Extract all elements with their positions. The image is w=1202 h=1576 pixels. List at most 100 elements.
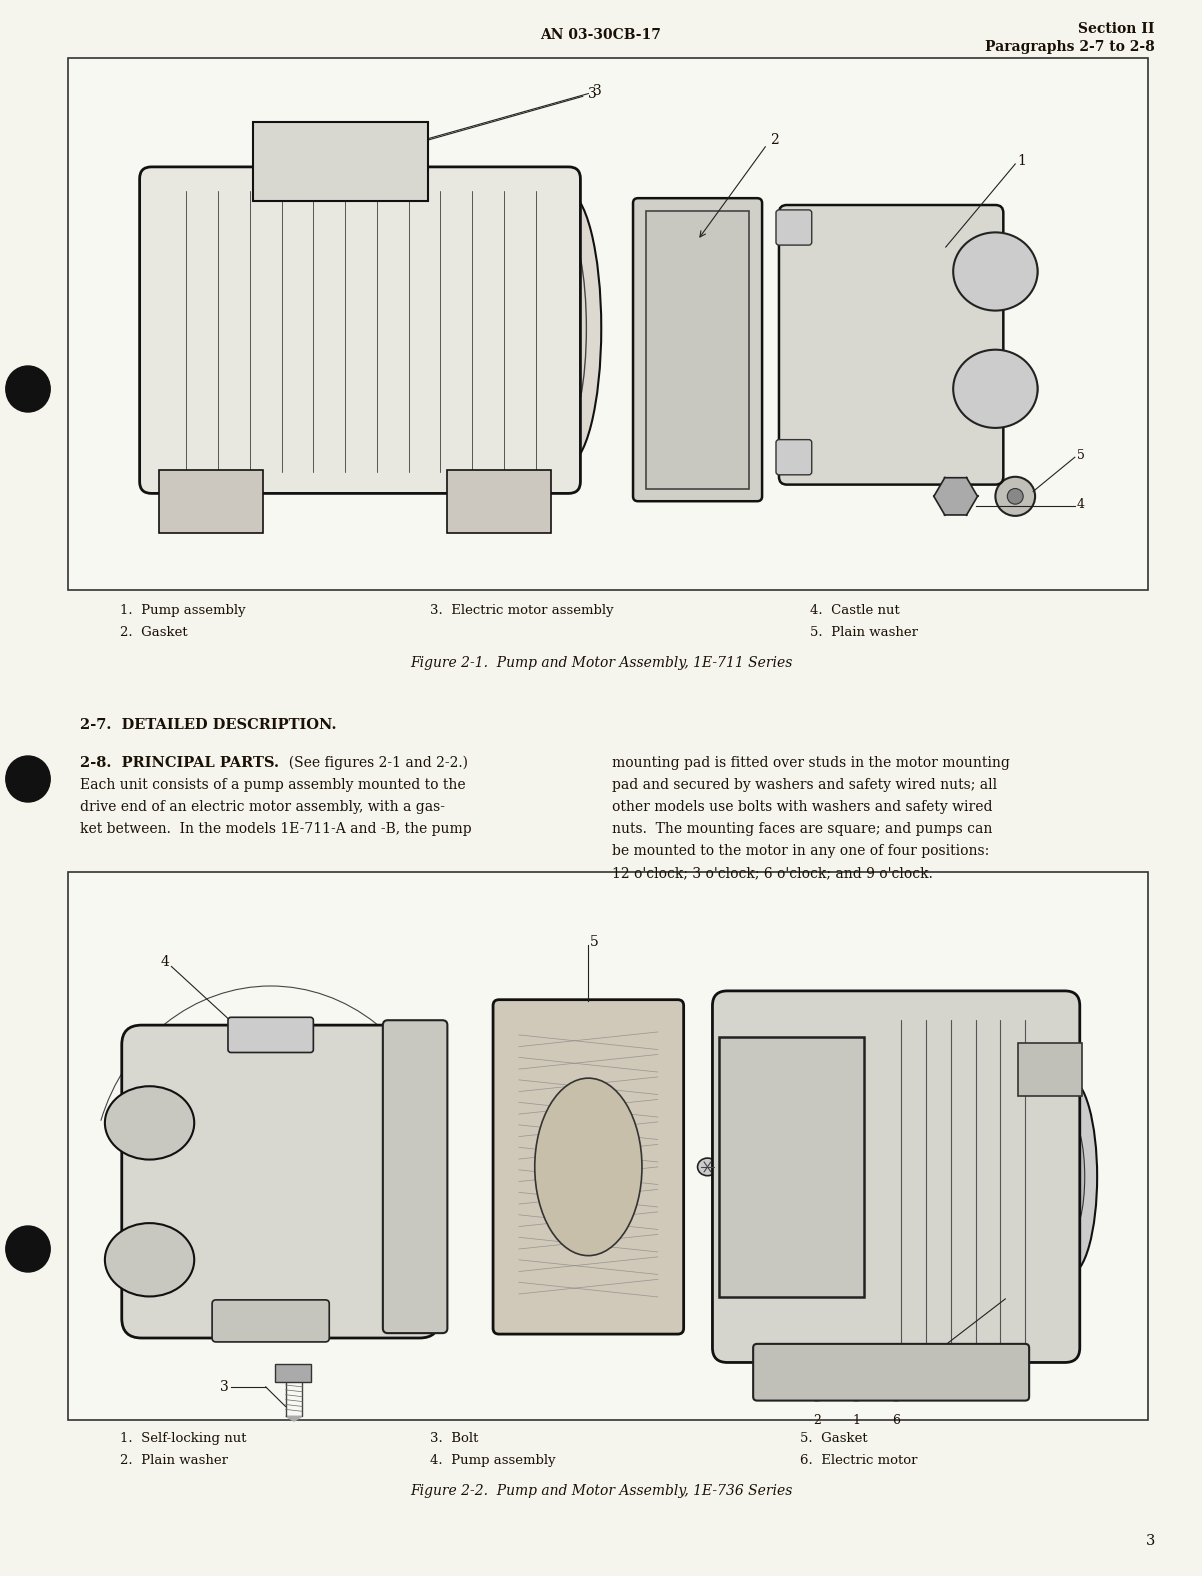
Text: 3.  Electric motor assembly: 3. Electric motor assembly <box>430 604 614 616</box>
Text: 3: 3 <box>594 84 602 98</box>
Circle shape <box>839 1053 849 1062</box>
FancyBboxPatch shape <box>139 167 581 493</box>
Text: 1.  Self-locking nut: 1. Self-locking nut <box>120 1433 246 1445</box>
Text: 1: 1 <box>1017 154 1027 169</box>
Text: Paragraphs 2-7 to 2-8: Paragraphs 2-7 to 2-8 <box>986 39 1155 54</box>
Circle shape <box>492 507 507 523</box>
FancyBboxPatch shape <box>1018 1043 1082 1095</box>
Circle shape <box>6 758 50 802</box>
Circle shape <box>132 1110 161 1136</box>
Text: 4: 4 <box>161 955 169 969</box>
Ellipse shape <box>105 1223 195 1297</box>
Circle shape <box>725 455 745 474</box>
Ellipse shape <box>105 1086 195 1160</box>
Text: 1: 1 <box>852 1414 861 1428</box>
Circle shape <box>843 1373 870 1401</box>
Text: 5.  Plain washer: 5. Plain washer <box>810 626 918 638</box>
Circle shape <box>981 1363 1000 1382</box>
Circle shape <box>397 1299 412 1314</box>
FancyBboxPatch shape <box>754 1344 1029 1401</box>
Text: 2-8.  PRINCIPAL PARTS.: 2-8. PRINCIPAL PARTS. <box>81 756 279 771</box>
Ellipse shape <box>990 263 1010 281</box>
FancyBboxPatch shape <box>493 999 684 1335</box>
Text: 2: 2 <box>770 132 779 147</box>
Bar <box>69 58 1148 589</box>
Circle shape <box>995 478 1035 515</box>
Circle shape <box>6 1226 50 1270</box>
Circle shape <box>946 487 965 506</box>
Circle shape <box>417 1035 433 1051</box>
Ellipse shape <box>338 125 352 129</box>
Text: 12 o'clock; 3 o'clock; 6 o'clock; and 9 o'clock.: 12 o'clock; 3 o'clock; 6 o'clock; and 9 … <box>612 865 933 879</box>
Text: 2-7.  DETAILED DESCRIPTION.: 2-7. DETAILED DESCRIPTION. <box>81 719 337 731</box>
Circle shape <box>731 1048 750 1067</box>
Text: ket between.  In the models 1E-711-A and -B, the pump: ket between. In the models 1E-711-A and … <box>81 823 471 835</box>
Ellipse shape <box>535 1078 642 1256</box>
Circle shape <box>655 222 665 232</box>
FancyBboxPatch shape <box>633 199 762 501</box>
FancyBboxPatch shape <box>383 1020 447 1333</box>
Text: Each unit consists of a pump assembly mounted to the: Each unit consists of a pump assembly mo… <box>81 779 465 793</box>
Text: pad and secured by washers and safety wired nuts; all: pad and secured by washers and safety wi… <box>612 779 998 793</box>
Ellipse shape <box>953 350 1037 429</box>
Circle shape <box>736 1272 745 1281</box>
Text: 5.  Gasket: 5. Gasket <box>801 1433 868 1445</box>
Circle shape <box>397 1035 412 1051</box>
Circle shape <box>803 1373 831 1401</box>
Circle shape <box>507 1300 526 1321</box>
Circle shape <box>731 460 740 470</box>
Circle shape <box>731 222 740 232</box>
Circle shape <box>731 1267 750 1286</box>
Text: Figure 2-1.  Pump and Motor Assembly, 1E-711 Series: Figure 2-1. Pump and Motor Assembly, 1E-… <box>410 656 792 670</box>
Circle shape <box>833 1048 853 1067</box>
FancyBboxPatch shape <box>779 205 1004 484</box>
Circle shape <box>650 455 670 474</box>
Circle shape <box>783 1363 802 1382</box>
Text: 6.  Electric motor: 6. Electric motor <box>801 1455 917 1467</box>
Circle shape <box>833 1267 853 1286</box>
Circle shape <box>810 1381 822 1393</box>
Text: nuts.  The mounting faces are square; and pumps can: nuts. The mounting faces are square; and… <box>612 823 993 835</box>
Circle shape <box>650 217 670 238</box>
Text: AN 03-30CB-17: AN 03-30CB-17 <box>541 28 661 43</box>
Bar <box>69 872 1148 1420</box>
Circle shape <box>787 451 801 463</box>
Text: 4.  Castle nut: 4. Castle nut <box>810 604 900 616</box>
Circle shape <box>581 1007 596 1023</box>
Text: drive end of an electric motor assembly, with a gas-: drive end of an electric motor assembly,… <box>81 801 445 813</box>
Circle shape <box>787 221 801 235</box>
Text: 3: 3 <box>422 87 597 142</box>
Circle shape <box>6 1228 50 1272</box>
Circle shape <box>6 369 50 411</box>
Circle shape <box>882 1373 910 1401</box>
Circle shape <box>1034 1059 1046 1070</box>
Circle shape <box>725 217 745 238</box>
Circle shape <box>132 1247 161 1273</box>
Text: be mounted to the motor in any one of four positions:: be mounted to the motor in any one of fo… <box>612 845 989 857</box>
Text: 4.  Pump assembly: 4. Pump assembly <box>430 1455 555 1467</box>
Ellipse shape <box>762 1138 822 1196</box>
Text: 1.  Pump assembly: 1. Pump assembly <box>120 604 245 616</box>
Ellipse shape <box>990 380 1010 397</box>
FancyBboxPatch shape <box>274 1365 311 1382</box>
Circle shape <box>650 1013 670 1032</box>
Circle shape <box>203 507 219 523</box>
FancyBboxPatch shape <box>776 210 811 246</box>
Circle shape <box>417 1299 433 1314</box>
Text: Figure 2-2.  Pump and Motor Assembly, 1E-736 Series: Figure 2-2. Pump and Motor Assembly, 1E-… <box>410 1485 792 1499</box>
FancyBboxPatch shape <box>212 1300 329 1341</box>
Text: Section II: Section II <box>1078 22 1155 36</box>
Circle shape <box>736 1053 745 1062</box>
Text: 5: 5 <box>590 935 599 949</box>
FancyBboxPatch shape <box>720 1037 864 1297</box>
Text: 2: 2 <box>813 1414 821 1428</box>
FancyBboxPatch shape <box>447 470 551 533</box>
FancyBboxPatch shape <box>713 991 1079 1363</box>
FancyBboxPatch shape <box>252 121 428 202</box>
Circle shape <box>655 460 665 470</box>
Circle shape <box>851 1381 862 1393</box>
Ellipse shape <box>743 1117 841 1215</box>
Ellipse shape <box>531 191 601 465</box>
Text: (See figures 2-1 and 2-2.): (See figures 2-1 and 2-2.) <box>280 756 468 771</box>
Ellipse shape <box>953 232 1037 310</box>
